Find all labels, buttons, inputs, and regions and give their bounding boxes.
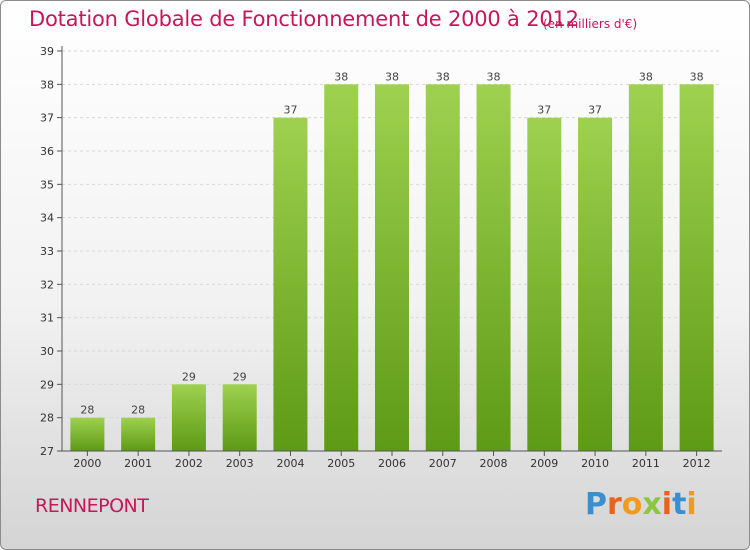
data-label: 38	[487, 70, 501, 83]
data-label: 28	[131, 404, 145, 417]
bar	[425, 84, 460, 451]
logo-letter: i	[661, 487, 673, 522]
bar	[476, 84, 511, 451]
bar	[679, 84, 714, 451]
logo-letter: r	[607, 487, 622, 522]
data-label: 29	[233, 370, 247, 383]
y-tick-label: 27	[40, 445, 54, 458]
bar	[171, 384, 206, 451]
y-tick-label: 33	[40, 245, 54, 258]
proxiti-logo: Proxiti	[585, 487, 697, 522]
logo-letter: x	[642, 487, 662, 522]
data-label: 37	[283, 104, 297, 117]
logo-letter: o	[621, 487, 643, 522]
logo-letter: t	[672, 487, 687, 522]
y-tick-label: 34	[40, 212, 54, 225]
bar	[121, 417, 156, 451]
unit-label: (en milliers d'€)	[543, 17, 638, 31]
bar	[70, 417, 105, 451]
x-tick-label: 2010	[581, 457, 609, 470]
bars	[70, 84, 714, 452]
chart-title: Dotation Globale de Fonctionnement de 20…	[29, 7, 579, 31]
bar	[578, 117, 613, 452]
data-label: 29	[182, 370, 196, 383]
x-tick-label: 2003	[226, 457, 254, 470]
data-label: 38	[334, 70, 348, 83]
bar	[273, 117, 308, 452]
y-tick-label: 30	[40, 345, 54, 358]
y-tick-label: 32	[40, 278, 54, 291]
bar	[527, 117, 562, 452]
data-label: 38	[436, 70, 450, 83]
data-label: 38	[690, 70, 704, 83]
bar	[222, 384, 257, 451]
y-tick-label: 39	[40, 45, 54, 58]
y-tick-label: 28	[40, 412, 54, 425]
x-tick-label: 2009	[530, 457, 558, 470]
y-tick-label: 31	[40, 312, 54, 325]
bar	[375, 84, 409, 451]
x-tick-label: 2012	[683, 457, 711, 470]
x-tick-label: 2005	[327, 457, 355, 470]
data-label: 37	[537, 104, 551, 117]
x-tick-label: 2000	[73, 457, 101, 470]
data-label: 37	[588, 104, 602, 117]
axes	[57, 46, 722, 456]
x-tick-label: 2001	[124, 457, 152, 470]
data-label: 38	[385, 70, 399, 83]
x-tick-label: 2011	[632, 457, 660, 470]
y-tick-label: 37	[40, 112, 54, 125]
y-tick-label: 38	[40, 78, 54, 91]
x-tick-label: 2004	[276, 457, 304, 470]
labels: 27 28 29 30 31 32 33 34 35 36 37 38 39 28 2000 28 2001 29…	[40, 45, 711, 470]
bar	[324, 84, 359, 451]
y-tick-label: 35	[40, 178, 54, 191]
data-label: 38	[639, 70, 653, 83]
y-tick-label: 36	[40, 145, 54, 158]
y-tick-label: 29	[40, 378, 54, 391]
commune-name: RENNEPONT	[35, 495, 149, 517]
x-tick-label: 2008	[480, 457, 508, 470]
bar	[628, 84, 663, 451]
logo-letter: i	[686, 487, 697, 522]
data-label: 28	[80, 404, 94, 417]
x-tick-label: 2002	[175, 457, 203, 470]
x-tick-label: 2006	[378, 457, 406, 470]
x-tick-label: 2007	[429, 457, 457, 470]
logo-letter: P	[585, 487, 607, 522]
